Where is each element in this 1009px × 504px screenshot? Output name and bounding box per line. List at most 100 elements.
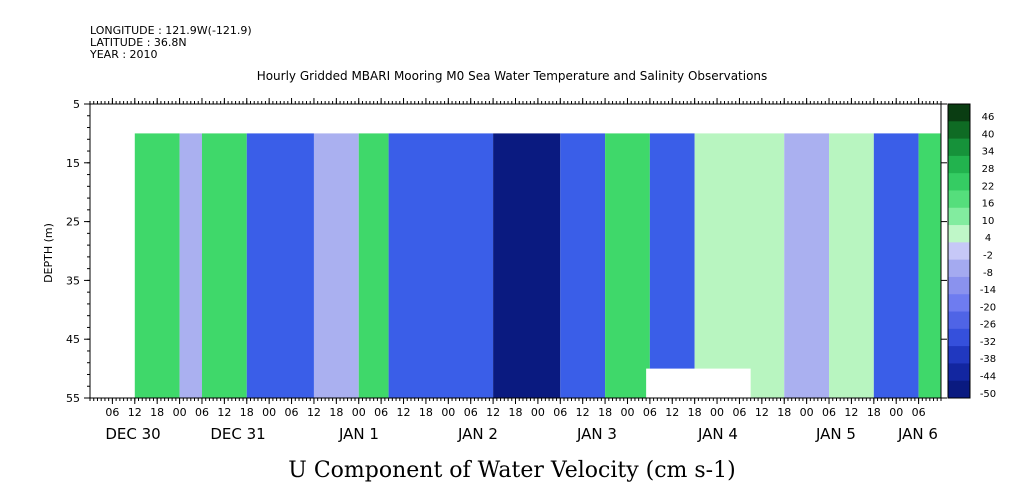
y-tick-label: 15 [66, 157, 80, 170]
x-tick-label: 12 [307, 406, 321, 419]
x-day-label: DEC 30 [105, 425, 160, 443]
colorbar-tick-label: 34 [982, 147, 995, 158]
colorbar-swatch [948, 363, 970, 382]
colorbar-swatch [948, 155, 970, 174]
x-tick-label: 18 [509, 406, 523, 419]
y-axis-label: DEPTH (m) [42, 223, 55, 283]
colorbar-tick-label: -14 [980, 285, 996, 296]
x-tick-label: 00 [441, 406, 455, 419]
colorbar-tick-label: 4 [985, 233, 991, 244]
x-tick-label: 00 [889, 406, 903, 419]
colorbar-swatch [948, 242, 970, 261]
axes: 5 15 25 35 45 55 06 12 18 00 06 12 18 00 06 12 18 00 06 12 1… [66, 98, 947, 443]
heatmap-cell [918, 133, 941, 398]
x-tick-label: 06 [822, 406, 836, 419]
x-tick-label: 12 [486, 406, 500, 419]
colorbar-tick-label: 40 [982, 129, 995, 140]
colorbar-tick-label: 28 [982, 164, 995, 175]
colorbar-label: U Component of Water Velocity (cm s-1) [288, 458, 735, 483]
heatmap-cell [873, 133, 919, 398]
x-tick-label: 12 [397, 406, 411, 419]
y-tick-label: 25 [66, 216, 80, 229]
y-tick-label: 35 [66, 274, 80, 287]
heatmap-cell [313, 133, 359, 398]
colorbar-swatch [948, 276, 970, 295]
x-day-label: JAN 4 [697, 425, 738, 443]
meta-year: YEAR : 2010 [90, 48, 158, 61]
heatmap-cell [493, 133, 561, 398]
colorbar-tick-label: -2 [983, 250, 993, 261]
colorbar-tick-label: -32 [980, 337, 996, 348]
colorbar-tick-label: -38 [980, 354, 996, 365]
heatmap-cell [358, 133, 389, 398]
x-day-label: JAN 1 [338, 425, 379, 443]
x-tick-label: 12 [576, 406, 590, 419]
x-tick-label: 18 [329, 406, 343, 419]
x-tick-label: 00 [173, 406, 187, 419]
meta-latitude: LATITUDE : 36.8N [90, 36, 187, 49]
x-tick-label: 18 [777, 406, 791, 419]
heatmap-cell [649, 133, 695, 398]
x-tick-label: 06 [195, 406, 209, 419]
colorbar-swatch [948, 259, 970, 278]
x-tick-label: 00 [800, 406, 814, 419]
x-tick-label: 00 [262, 406, 276, 419]
heatmap-cell [179, 133, 202, 398]
x-tick-label: 06 [643, 406, 657, 419]
x-tick-label: 12 [217, 406, 231, 419]
x-tick-label: 12 [665, 406, 679, 419]
x-day-label: JAN 3 [576, 425, 617, 443]
colorbar-frame [947, 103, 971, 399]
x-tick-label: 12 [755, 406, 769, 419]
y-tick-label: 5 [73, 98, 80, 111]
missing-data-gap [646, 368, 751, 398]
colorbar-tick-label: -50 [980, 389, 996, 400]
x-tick-label: 18 [688, 406, 702, 419]
heatmap-cell [560, 133, 606, 398]
heatmap-cell [784, 133, 830, 398]
x-tick-label: 00 [352, 406, 366, 419]
y-tick-label: 45 [66, 333, 80, 346]
colorbar-swatch [948, 294, 970, 313]
x-tick-label: 18 [598, 406, 612, 419]
colorbar-swatch [948, 225, 970, 243]
colorbar-tick-label: -20 [980, 302, 996, 313]
heatmap-cell [388, 133, 494, 398]
colorbar-swatch [948, 190, 970, 209]
heatmap-cell [605, 133, 650, 398]
colorbar-tick-label: -26 [980, 320, 996, 331]
x-tick-label: 06 [912, 406, 926, 419]
colorbar: 46 40 34 28 22 16 10 4 -2 -8 -14 -20 -26 -32 -38 -44 -50 [947, 103, 996, 400]
x-tick-label: 06 [374, 406, 388, 419]
colorbar-tick-label: 10 [982, 216, 995, 227]
colorbar-swatch [948, 328, 970, 347]
chart-title: Hourly Gridded MBARI Mooring M0 Sea Wate… [257, 69, 768, 83]
x-day-label: JAN 6 [897, 425, 938, 443]
heatmap-area [90, 104, 941, 398]
colorbar-swatch [948, 121, 970, 140]
colorbar-swatch [948, 380, 970, 399]
colorbar-swatch [948, 207, 970, 226]
x-tick-label: 18 [150, 406, 164, 419]
x-tick-label: 18 [419, 406, 433, 419]
x-tick-label: 00 [531, 406, 545, 419]
x-tick-label: 06 [464, 406, 478, 419]
meta-longitude: LONGITUDE : 121.9W(-121.9) [90, 24, 252, 37]
colorbar-tick-label: 22 [982, 181, 995, 192]
x-tick-label: 00 [710, 406, 724, 419]
x-tick-label: 12 [844, 406, 858, 419]
colorbar-tick-label: 46 [982, 112, 995, 123]
heatmap-cell [246, 133, 314, 398]
x-day-label: JAN 5 [815, 425, 856, 443]
y-tick-label: 55 [66, 392, 80, 405]
x-tick-label: 06 [553, 406, 567, 419]
x-tick-label: 00 [620, 406, 634, 419]
x-tick-label: 06 [105, 406, 119, 419]
heatmap-cell [694, 133, 785, 398]
x-day-label: DEC 31 [210, 425, 265, 443]
x-tick-label: 12 [128, 406, 142, 419]
x-day-label: JAN 2 [457, 425, 498, 443]
x-tick-label: 06 [285, 406, 299, 419]
colorbar-swatch [948, 138, 970, 157]
